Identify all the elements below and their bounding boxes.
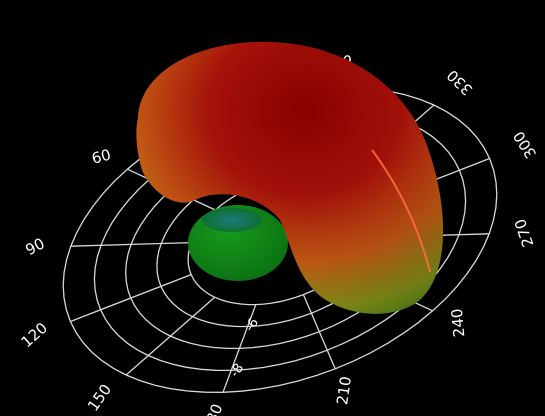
azimuth-tick-180: 180 — [199, 401, 226, 416]
azimuth-tick-60: 60 — [90, 146, 113, 168]
azimuth-tick-150: 150 — [84, 381, 115, 415]
grid-spoke-4 — [70, 273, 192, 323]
grid-spoke-5 — [125, 296, 216, 376]
grid-spoke-7 — [302, 294, 336, 370]
main-lobe — [136, 41, 444, 314]
azimuth-tick-270: 270 — [511, 216, 537, 249]
azimuth-tick-120: 120 — [18, 319, 51, 351]
azimuth-tick-300: 300 — [510, 128, 541, 162]
azimuth-tick-240: 240 — [448, 308, 469, 338]
azimuth-tick-330: 330 — [443, 66, 476, 99]
grid-spoke-6 — [222, 304, 257, 393]
lobe-highlight-arc — [371, 149, 431, 273]
radial-tick-3: -8 — [227, 361, 247, 380]
main-lobe-shading — [136, 41, 444, 314]
lobe-neck — [202, 208, 262, 232]
azimuth-tick-90: 90 — [22, 234, 47, 259]
grid-spoke-3 — [70, 241, 192, 247]
azimuth-tick-210: 210 — [333, 375, 355, 406]
back-lobe — [188, 205, 288, 281]
